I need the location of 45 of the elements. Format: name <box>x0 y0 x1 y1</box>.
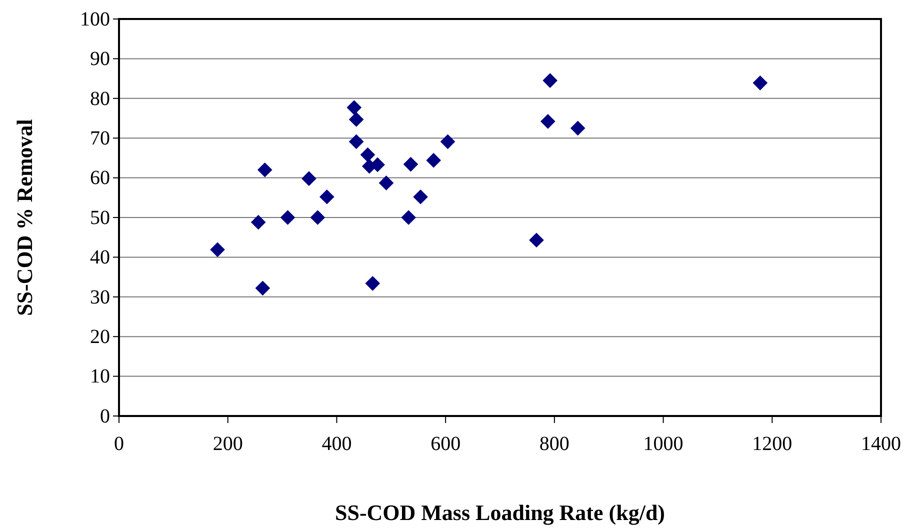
x-tick-label: 0 <box>114 433 124 455</box>
point <box>440 134 456 150</box>
x-tick-label: 1200 <box>752 433 792 455</box>
point <box>310 210 326 225</box>
x-tick-label: 600 <box>430 433 461 455</box>
point <box>752 76 768 90</box>
point <box>360 147 376 162</box>
point <box>210 242 225 258</box>
y-tick-label: 70 <box>90 128 110 150</box>
y-tick-label: 30 <box>90 286 110 308</box>
x-axis-title: SS-COD Mass Loading Rate (kg/d) <box>334 500 666 525</box>
y-tick-label: 50 <box>90 206 110 229</box>
point <box>426 152 442 168</box>
x-tick-label: 200 <box>212 433 243 455</box>
point <box>570 120 586 136</box>
x-tick-label: 1400 <box>861 433 901 455</box>
point <box>280 210 296 225</box>
y-axis-title: SS-COD % Removal <box>12 119 37 316</box>
y-tick-label: 10 <box>90 366 110 388</box>
y-tick-label: 20 <box>90 326 110 348</box>
x-tick-label: 1000 <box>643 433 684 455</box>
x-tick-label: 400 <box>322 433 352 455</box>
point <box>365 276 380 291</box>
x-tick-label: 800 <box>539 433 570 455</box>
point <box>348 112 364 127</box>
y-tick-label: 60 <box>90 167 110 190</box>
point <box>401 210 416 225</box>
point <box>255 280 270 296</box>
y-tick-label: 100 <box>80 8 110 30</box>
point <box>302 171 316 186</box>
point <box>540 114 556 129</box>
y-tick-label: 40 <box>90 246 110 269</box>
point <box>348 134 364 150</box>
point <box>529 232 544 248</box>
point <box>413 189 428 204</box>
point <box>346 100 362 115</box>
point <box>542 73 558 88</box>
y-tick-label: 80 <box>90 88 110 110</box>
point <box>250 214 266 230</box>
point <box>320 189 334 204</box>
y-tick-label: 90 <box>90 48 110 70</box>
point <box>403 156 418 172</box>
point <box>257 162 272 178</box>
point <box>378 176 394 190</box>
y-tick-label: 0 <box>100 405 110 428</box>
